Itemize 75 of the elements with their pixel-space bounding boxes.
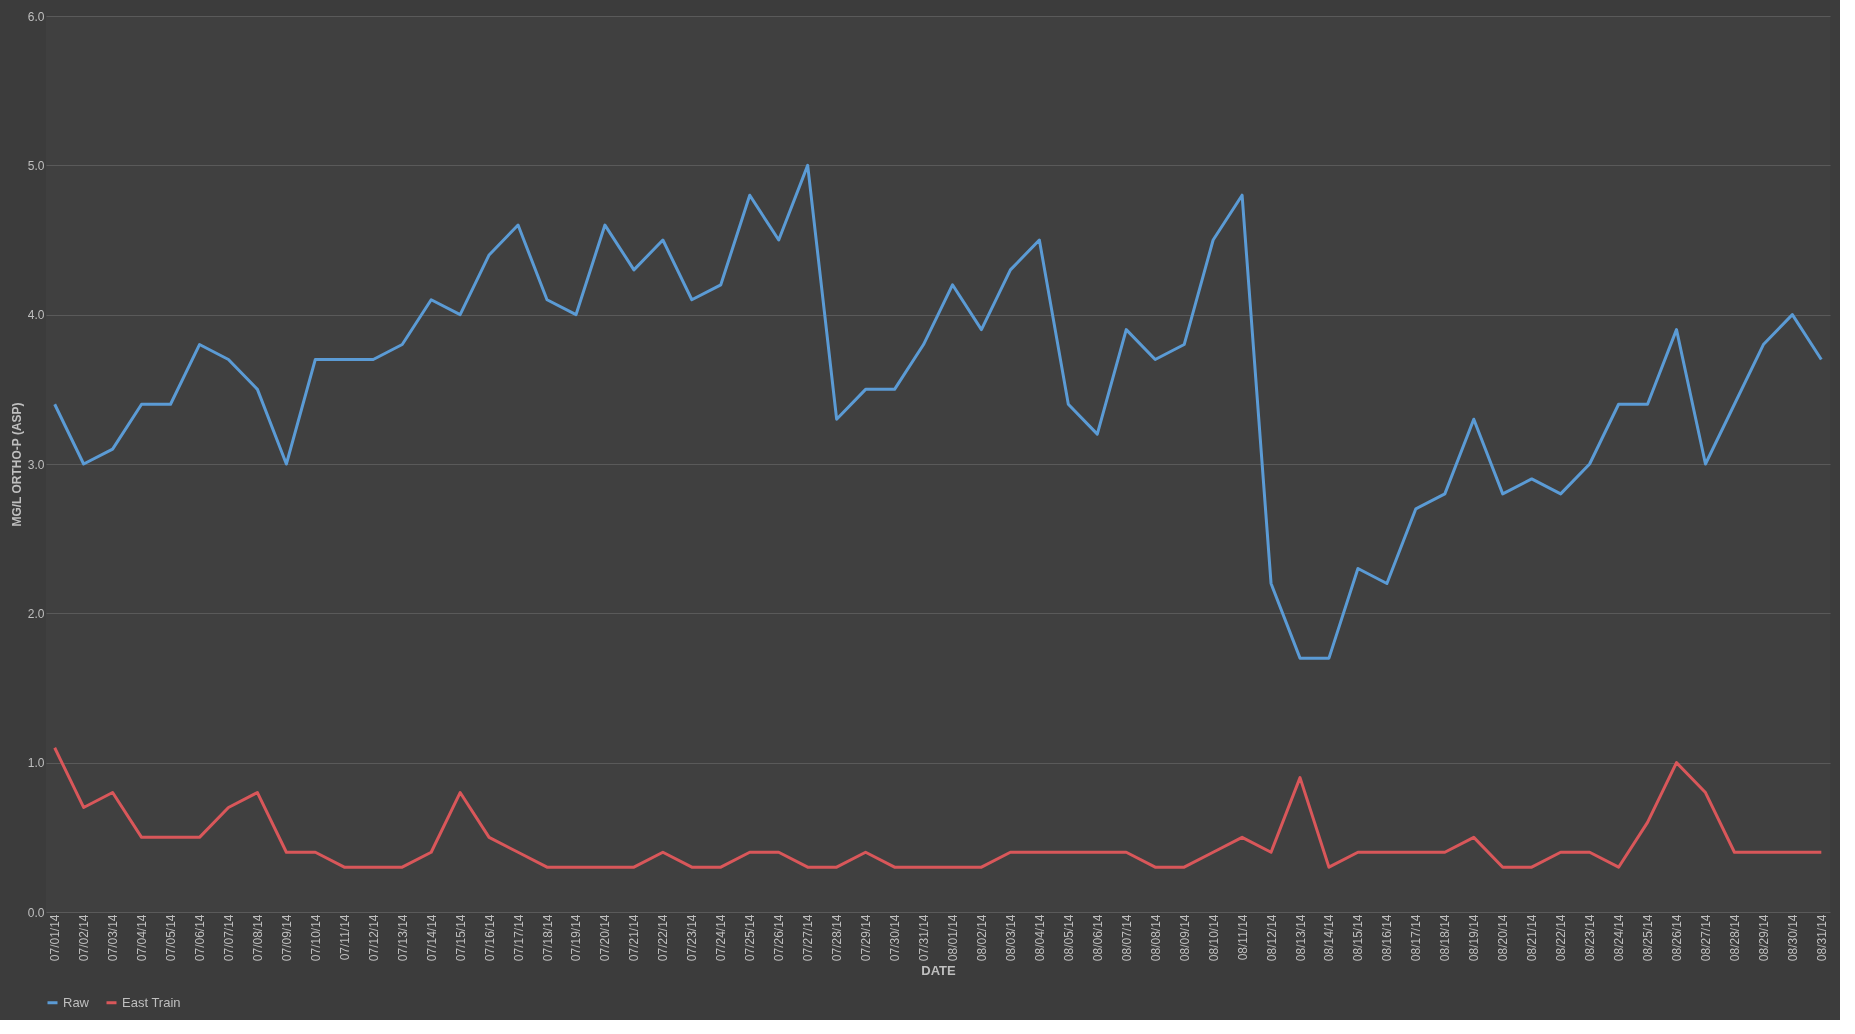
x-tick-label: 08/19/14 (1467, 914, 1482, 962)
x-tick-label: 08/24/14 (1612, 914, 1627, 962)
x-tick-label: 07/11/14 (337, 914, 352, 961)
x-tick-label: 07/31/14 (917, 914, 932, 962)
x-tick-label: 08/26/14 (1670, 914, 1685, 962)
x-tick-label: 07/04/14 (135, 914, 150, 962)
x-tick-label: 08/21/14 (1525, 914, 1540, 962)
x-tick-label: 07/03/14 (106, 914, 121, 962)
x-tick-label: 07/09/14 (279, 914, 294, 962)
x-tick-label: 07/15/14 (453, 914, 468, 962)
x-tick-label: 08/12/14 (1264, 914, 1279, 962)
x-tick-label: 08/13/14 (1293, 914, 1308, 962)
x-tick-label: 08/17/14 (1409, 914, 1424, 962)
x-tick-label: 08/23/14 (1583, 914, 1598, 962)
line-series (53, 163, 1823, 660)
x-tick-label: 07/27/14 (801, 914, 816, 962)
x-tick-label: 07/01/14 (48, 914, 63, 962)
x-tick-label: 08/15/14 (1351, 914, 1366, 962)
x-tick-label: 08/14/14 (1322, 914, 1337, 962)
x-tick-label: 07/22/14 (656, 914, 671, 962)
x-tick-label: 07/29/14 (859, 914, 874, 962)
x-tick-label: 07/02/14 (77, 914, 92, 962)
x-tick-label: 08/28/14 (1727, 914, 1742, 962)
x-tick-label: 08/10/14 (1206, 914, 1221, 962)
x-tick-label: 07/20/14 (598, 914, 613, 962)
x-tick-label: 08/03/14 (1003, 914, 1018, 962)
x-tick-label: 07/12/14 (366, 914, 381, 962)
x-tick-label: 07/26/14 (772, 914, 787, 962)
x-tick-label: 08/22/14 (1554, 914, 1569, 962)
x-tick-label: 08/31/14 (1814, 914, 1829, 962)
x-tick-label: 07/25/14 (743, 914, 758, 962)
y-tick-label: 2.0 (27, 606, 45, 621)
x-tick-label: 08/20/14 (1496, 914, 1511, 962)
x-tick-label: 07/10/14 (308, 914, 323, 962)
x-tick-label: 08/18/14 (1438, 914, 1453, 962)
y-tick-label: 5.0 (27, 158, 45, 173)
line-series (53, 746, 1823, 869)
x-tick-label: 07/07/14 (221, 914, 236, 962)
x-tick-label: 07/13/14 (395, 914, 410, 962)
y-tick-label: 3.0 (27, 457, 45, 472)
x-tick-label: 08/27/14 (1698, 914, 1713, 962)
x-tick-label: 07/21/14 (627, 914, 642, 962)
x-tick-label: 08/29/14 (1756, 914, 1771, 962)
legend-label: East Train (122, 994, 181, 1010)
x-tick-label: 08/09/14 (1177, 914, 1192, 962)
x-tick-label: 07/17/14 (511, 914, 526, 962)
x-tick-label: 07/05/14 (164, 914, 179, 962)
x-tick-label: 08/02/14 (974, 914, 989, 962)
x-tick-label: 07/18/14 (540, 914, 555, 962)
x-tick-label: 07/14/14 (424, 914, 439, 962)
x-tick-label: 08/04/14 (1032, 914, 1047, 962)
x-tick-label: 08/16/14 (1380, 914, 1395, 962)
x-tick-label: 08/05/14 (1061, 914, 1076, 962)
x-tick-label: 08/30/14 (1785, 914, 1800, 962)
x-tick-label: 07/06/14 (192, 914, 207, 962)
x-tick-label: 07/28/14 (830, 914, 845, 962)
y-tick-label: 6.0 (27, 9, 45, 24)
x-tick-label: 08/11/14 (1235, 914, 1250, 961)
x-tick-label: 07/24/14 (714, 914, 729, 962)
x-tick-label: 07/08/14 (250, 914, 265, 962)
y-tick-label: 0.0 (27, 905, 45, 920)
x-tick-label: 07/16/14 (482, 914, 497, 962)
x-tick-label: 07/19/14 (569, 914, 584, 962)
x-tick-label: 08/25/14 (1641, 914, 1656, 962)
x-tick-label: 08/08/14 (1148, 914, 1163, 962)
x-tick-label: 07/23/14 (685, 914, 700, 962)
y-tick-label: 1.0 (27, 756, 45, 771)
x-tick-label: 08/01/14 (945, 914, 960, 962)
x-tick-label: 08/07/14 (1119, 914, 1134, 962)
y-tick-label: 4.0 (27, 308, 45, 323)
x-axis-title: DATE (921, 963, 957, 979)
y-axis-title: MG/L ORTHO-P (ASP) (9, 402, 24, 527)
x-tick-label: 07/30/14 (888, 914, 903, 962)
x-tick-label: 08/06/14 (1090, 914, 1105, 962)
legend-label: Raw (63, 994, 90, 1010)
